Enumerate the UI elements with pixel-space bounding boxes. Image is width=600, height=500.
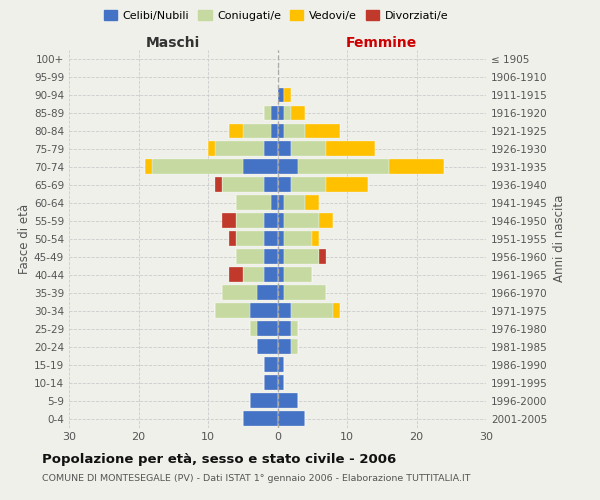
Text: Femmine: Femmine [346, 36, 418, 50]
Bar [277, 232, 284, 246]
Bar [305, 124, 340, 138]
Bar [271, 124, 277, 138]
Y-axis label: Anni di nascita: Anni di nascita [553, 195, 566, 282]
Bar [263, 268, 277, 282]
Bar [243, 124, 271, 138]
Bar [236, 196, 271, 210]
Text: COMUNE DI MONTESEGALE (PV) - Dati ISTAT 1° gennaio 2006 - Elaborazione TUTTITALI: COMUNE DI MONTESEGALE (PV) - Dati ISTAT … [42, 474, 470, 483]
Bar [277, 178, 292, 192]
Bar [222, 178, 263, 192]
Bar [326, 142, 375, 156]
Bar [292, 339, 298, 354]
Bar [292, 106, 305, 120]
Bar [389, 160, 444, 174]
Bar [257, 286, 277, 300]
Bar [292, 322, 298, 336]
Bar [229, 124, 243, 138]
Bar [277, 304, 292, 318]
Bar [215, 142, 263, 156]
Bar [284, 268, 312, 282]
Bar [277, 88, 284, 102]
Bar [284, 232, 312, 246]
Bar [263, 106, 271, 120]
Bar [145, 160, 152, 174]
Bar [263, 214, 277, 228]
Bar [263, 375, 277, 390]
Bar [215, 178, 222, 192]
Bar [250, 304, 277, 318]
Bar [250, 322, 257, 336]
Bar [263, 142, 277, 156]
Bar [292, 304, 333, 318]
Bar [277, 286, 284, 300]
Bar [277, 322, 292, 336]
Text: Popolazione per età, sesso e stato civile - 2006: Popolazione per età, sesso e stato civil… [42, 452, 396, 466]
Bar [257, 322, 277, 336]
Bar [152, 160, 243, 174]
Bar [263, 178, 277, 192]
Bar [277, 160, 298, 174]
Bar [319, 250, 326, 264]
Bar [236, 214, 263, 228]
Bar [292, 178, 326, 192]
Bar [250, 393, 277, 408]
Bar [277, 214, 284, 228]
Bar [284, 106, 292, 120]
Bar [298, 160, 389, 174]
Bar [312, 232, 319, 246]
Bar [271, 196, 277, 210]
Text: Maschi: Maschi [146, 36, 200, 50]
Bar [326, 178, 368, 192]
Bar [257, 339, 277, 354]
Bar [229, 232, 236, 246]
Bar [284, 286, 326, 300]
Bar [277, 268, 284, 282]
Bar [222, 214, 236, 228]
Bar [271, 106, 277, 120]
Bar [284, 214, 319, 228]
Bar [284, 250, 319, 264]
Bar [319, 214, 333, 228]
Bar [284, 88, 292, 102]
Bar [277, 124, 284, 138]
Bar [333, 304, 340, 318]
Bar [236, 232, 263, 246]
Bar [243, 160, 277, 174]
Bar [277, 411, 305, 426]
Bar [263, 357, 277, 372]
Bar [277, 142, 292, 156]
Bar [243, 411, 277, 426]
Bar [277, 375, 284, 390]
Bar [284, 124, 305, 138]
Bar [284, 196, 305, 210]
Bar [277, 339, 292, 354]
Legend: Celibi/Nubili, Coniugati/e, Vedovi/e, Divorziati/e: Celibi/Nubili, Coniugati/e, Vedovi/e, Di… [100, 6, 452, 25]
Bar [222, 286, 257, 300]
Bar [243, 268, 263, 282]
Bar [277, 106, 284, 120]
Bar [277, 393, 298, 408]
Bar [263, 250, 277, 264]
Y-axis label: Fasce di età: Fasce di età [18, 204, 31, 274]
Bar [305, 196, 319, 210]
Bar [236, 250, 263, 264]
Bar [292, 142, 326, 156]
Bar [229, 268, 243, 282]
Bar [277, 250, 284, 264]
Bar [215, 304, 250, 318]
Bar [208, 142, 215, 156]
Bar [277, 357, 284, 372]
Bar [277, 196, 284, 210]
Bar [263, 232, 277, 246]
